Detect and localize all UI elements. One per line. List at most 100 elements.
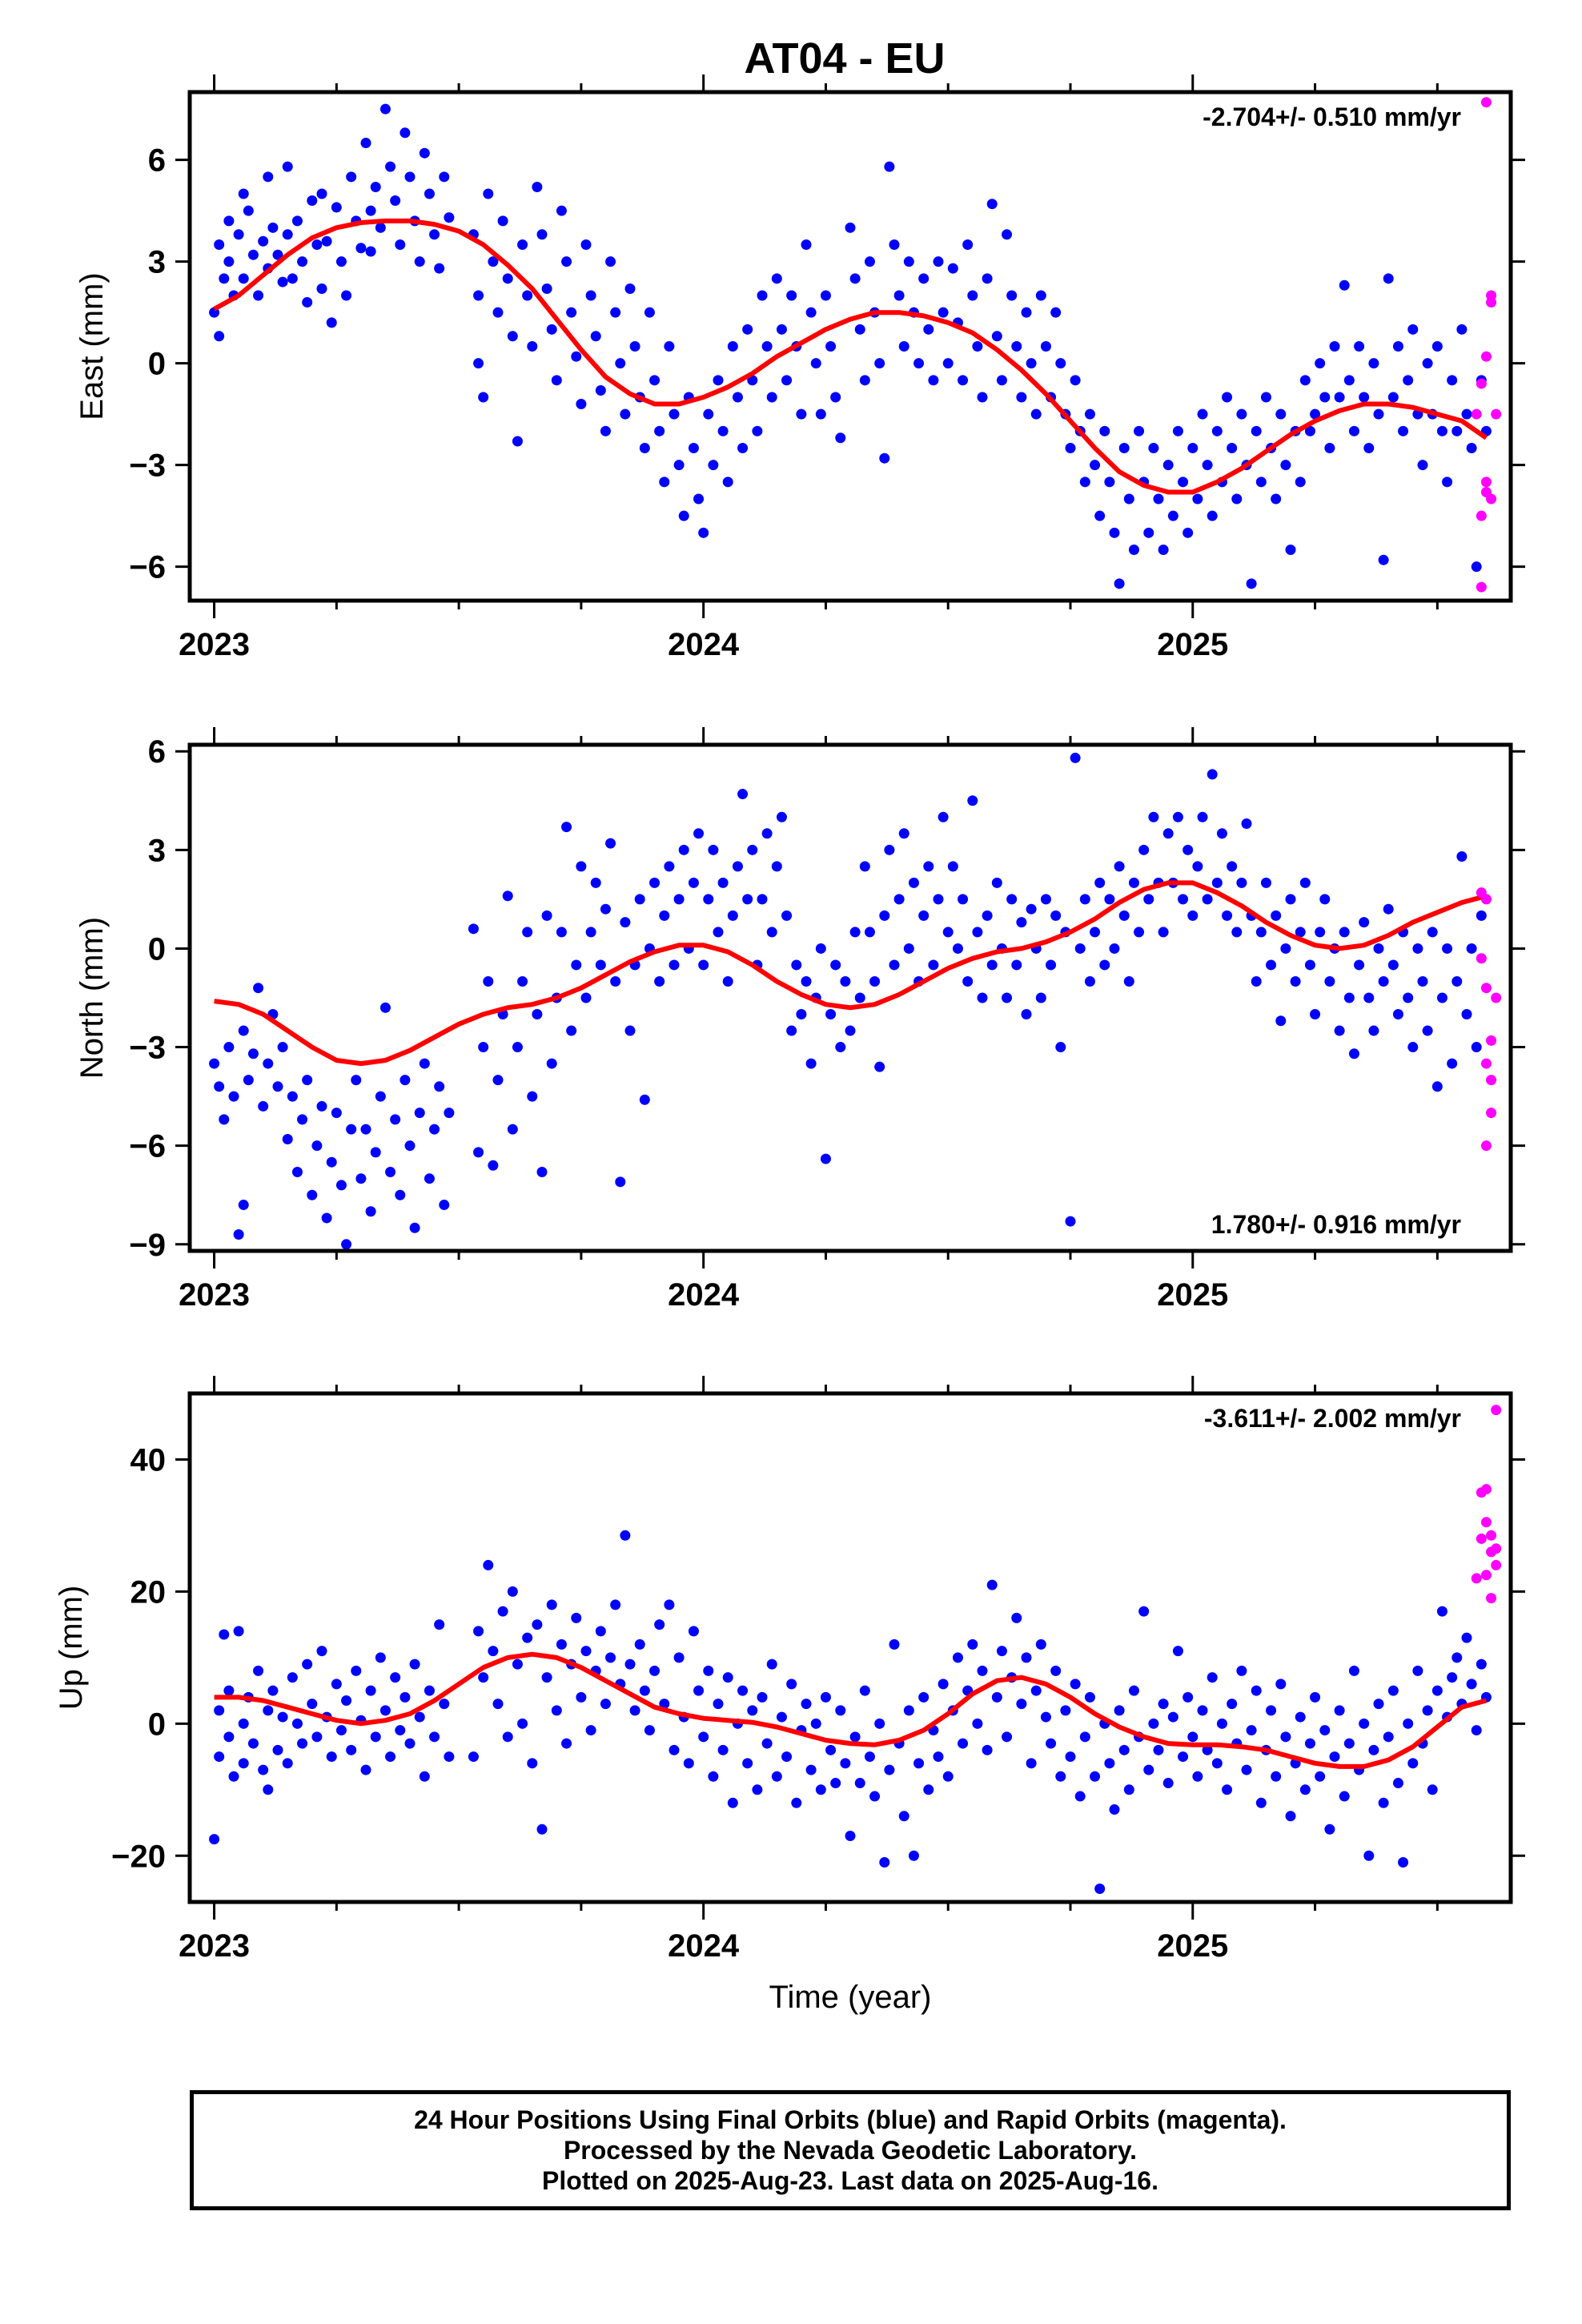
final-orbit-point — [1304, 1738, 1315, 1749]
final-orbit-point — [478, 392, 489, 403]
y-axis-label: Up (mm) — [54, 1586, 89, 1711]
final-orbit-point — [223, 1685, 235, 1696]
final-orbit-point — [223, 215, 235, 227]
final-orbit-point — [678, 510, 689, 521]
final-orbit-point — [277, 1711, 288, 1723]
final-orbit-point — [302, 1075, 313, 1086]
final-orbit-point — [424, 188, 435, 199]
final-orbit-point — [1260, 877, 1271, 888]
final-orbit-point — [825, 1009, 837, 1020]
final-orbit-point — [1363, 443, 1375, 453]
final-orbit-point — [1329, 341, 1340, 352]
final-orbit-point — [1295, 1711, 1306, 1723]
final-orbit-point — [1138, 844, 1150, 855]
final-orbit-point — [1373, 1699, 1384, 1710]
final-orbit-point — [1343, 992, 1355, 1003]
x-tick-label: 2023 — [179, 1277, 250, 1313]
final-orbit-point — [1050, 307, 1062, 318]
final-orbit-point — [977, 392, 988, 403]
final-orbit-point — [1002, 992, 1013, 1003]
final-orbit-point — [536, 1823, 548, 1835]
rapid-orbit-point — [1491, 1559, 1502, 1570]
final-orbit-point — [1407, 1758, 1419, 1769]
final-orbit-point — [360, 1124, 371, 1135]
final-orbit-point — [1084, 1691, 1095, 1703]
final-orbit-point — [595, 1626, 606, 1637]
final-orbit-point — [1299, 1784, 1311, 1795]
footer-line-2: Processed by the Nevada Geodetic Laborat… — [563, 2136, 1138, 2165]
final-orbit-point — [600, 425, 611, 436]
final-orbit-point — [307, 1699, 318, 1710]
plot-area — [209, 752, 1502, 1250]
final-orbit-point — [1216, 1718, 1227, 1729]
rapid-orbit-point — [1486, 493, 1497, 505]
rapid-orbit-point — [1480, 1484, 1492, 1495]
x-tick-label: 2024 — [668, 1928, 740, 1964]
final-orbit-point — [1319, 894, 1331, 905]
final-orbit-point — [933, 1751, 944, 1763]
final-orbit-point — [1363, 1850, 1375, 1861]
final-orbit-point — [874, 1718, 885, 1729]
final-orbit-point — [512, 1659, 523, 1670]
final-orbit-point — [703, 408, 714, 420]
final-orbit-point — [1266, 959, 1277, 971]
final-orbit-point — [659, 1699, 670, 1710]
final-orbit-point — [1403, 375, 1414, 386]
final-orbit-point — [1427, 1784, 1438, 1795]
final-orbit-point — [527, 1758, 538, 1769]
final-orbit-point — [600, 903, 611, 915]
final-orbit-point — [1319, 392, 1331, 403]
final-orbit-point — [825, 341, 837, 352]
final-orbit-point — [1373, 408, 1384, 420]
x-axis-label: Time (year) — [769, 1980, 932, 2015]
final-orbit-point — [1178, 894, 1189, 905]
rapid-orbit-point — [1486, 1108, 1497, 1119]
final-orbit-point — [605, 838, 616, 849]
final-orbit-point — [1236, 1665, 1247, 1676]
final-orbit-point — [1182, 1691, 1194, 1703]
final-orbit-point — [698, 959, 709, 971]
final-orbit-point — [805, 1764, 817, 1775]
final-orbit-point — [918, 1691, 930, 1703]
final-orbit-point — [375, 1091, 386, 1102]
final-orbit-point — [986, 1579, 998, 1590]
plot-area — [209, 1405, 1502, 1895]
final-orbit-point — [390, 1672, 401, 1683]
rapid-orbit-point — [1480, 351, 1492, 362]
final-orbit-point — [1123, 1784, 1134, 1795]
final-orbit-point — [615, 358, 626, 369]
final-orbit-point — [1461, 1632, 1472, 1643]
final-orbit-point — [1348, 1665, 1359, 1676]
final-orbit-point — [1436, 425, 1447, 436]
panel-2: 2023 2024 2025 −9 −6 −3 0 3 6 North (mm) 1.780+/- … — [74, 727, 1525, 1313]
final-orbit-point — [1436, 992, 1447, 1003]
final-orbit-point — [532, 182, 543, 193]
final-orbit-point — [1118, 910, 1130, 921]
rapid-orbit-point — [1491, 1405, 1502, 1416]
final-orbit-point — [400, 127, 411, 139]
final-orbit-point — [483, 188, 494, 199]
final-orbit-point — [1006, 894, 1018, 905]
final-orbit-point — [874, 1061, 885, 1072]
final-orbit-point — [1207, 769, 1218, 780]
final-orbit-point — [1378, 975, 1389, 987]
final-orbit-point — [903, 943, 914, 954]
final-orbit-point — [693, 1685, 705, 1696]
final-orbit-point — [1271, 1771, 1282, 1782]
final-orbit-point — [287, 1091, 298, 1102]
final-orbit-point — [263, 171, 274, 183]
final-orbit-point — [859, 375, 870, 386]
final-orbit-point — [1094, 510, 1106, 521]
final-orbit-point — [947, 861, 958, 872]
final-orbit-point — [1412, 1665, 1423, 1676]
final-orbit-point — [879, 910, 890, 921]
final-orbit-point — [708, 844, 719, 855]
final-orbit-point — [527, 341, 538, 352]
final-orbit-point — [1118, 1744, 1130, 1755]
final-orbit-point — [360, 138, 371, 148]
final-orbit-point — [1134, 425, 1145, 436]
final-orbit-point — [1143, 1764, 1154, 1775]
final-orbit-point — [722, 1672, 733, 1683]
final-orbit-point — [830, 959, 841, 971]
page-title: AT04 - EU — [744, 34, 946, 82]
